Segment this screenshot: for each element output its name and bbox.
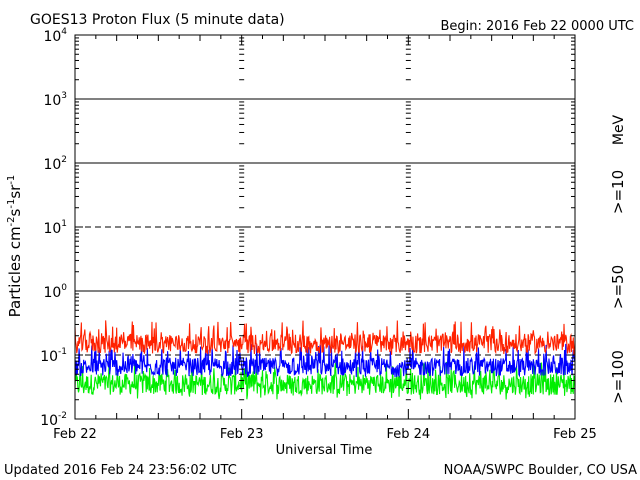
y-tick-exponent: 4 bbox=[61, 27, 67, 37]
y-axis-label-exp-3: -1 bbox=[6, 175, 17, 185]
y-axis-label-unit-s: s bbox=[6, 208, 24, 216]
y-tick-label: 103 bbox=[43, 91, 67, 109]
y-axis-label-exp-1: -2 bbox=[6, 216, 17, 226]
legend-label-ge10: >=10 bbox=[609, 170, 627, 214]
series-line-ge50 bbox=[74, 343, 576, 379]
series-line-ge100 bbox=[74, 361, 576, 400]
x-tick-label: Feb 22 bbox=[53, 427, 97, 442]
legend-label-ge100: >=100 bbox=[609, 350, 627, 404]
y-axis-label-main: Particles cm bbox=[6, 226, 24, 317]
y-tick-base: 10 bbox=[40, 349, 58, 365]
y-tick-exponent: 1 bbox=[61, 219, 67, 229]
y-tick-label: 104 bbox=[43, 27, 67, 45]
y-tick-exponent: -2 bbox=[58, 411, 67, 421]
y-axis-label: Particles cm-2s-1sr-1 bbox=[6, 175, 24, 318]
y-tick-label: 10-2 bbox=[40, 411, 67, 429]
y-tick-exponent: 0 bbox=[61, 283, 67, 293]
y-tick-exponent: 3 bbox=[61, 91, 67, 101]
x-axis-label: Universal Time bbox=[276, 443, 373, 458]
y-tick-base: 10 bbox=[43, 221, 61, 237]
plot-frame bbox=[74, 34, 576, 420]
chart-title: GOES13 Proton Flux (5 minute data) bbox=[30, 12, 285, 28]
y-tick-base: 10 bbox=[43, 285, 61, 301]
y-tick-label: 102 bbox=[43, 155, 67, 173]
x-tick-label: Feb 24 bbox=[386, 427, 430, 442]
y-tick-exponent: -1 bbox=[58, 347, 67, 357]
footer-source: NOAA/SWPC Boulder, CO USA bbox=[444, 463, 637, 478]
y-tick-exponent: 2 bbox=[61, 155, 67, 165]
begin-label: Begin: 2016 Feb 22 0000 UTC bbox=[440, 19, 634, 34]
series-layer bbox=[74, 320, 576, 400]
series-line-ge10 bbox=[74, 320, 576, 356]
y-tick-base: 10 bbox=[43, 93, 61, 109]
y-tick-base: 10 bbox=[40, 413, 58, 429]
grid-layer bbox=[75, 98, 575, 356]
legend-label-ge50: >=50 bbox=[609, 265, 627, 309]
y-tick-label: 10-1 bbox=[40, 347, 67, 365]
y-axis-label-unit-sr: sr bbox=[6, 184, 24, 199]
energy-unit-label: MeV bbox=[611, 114, 627, 145]
y-tick-base: 10 bbox=[43, 157, 61, 173]
y-tick-base: 10 bbox=[43, 29, 61, 45]
footer-updated: Updated 2016 Feb 24 23:56:02 UTC bbox=[4, 463, 237, 478]
x-tick-label: Feb 25 bbox=[553, 427, 597, 442]
x-tick-label: Feb 23 bbox=[220, 427, 264, 442]
y-tick-label: 101 bbox=[43, 219, 67, 237]
y-axis-label-exp-2: -1 bbox=[6, 199, 17, 209]
y-tick-label: 100 bbox=[43, 283, 67, 301]
